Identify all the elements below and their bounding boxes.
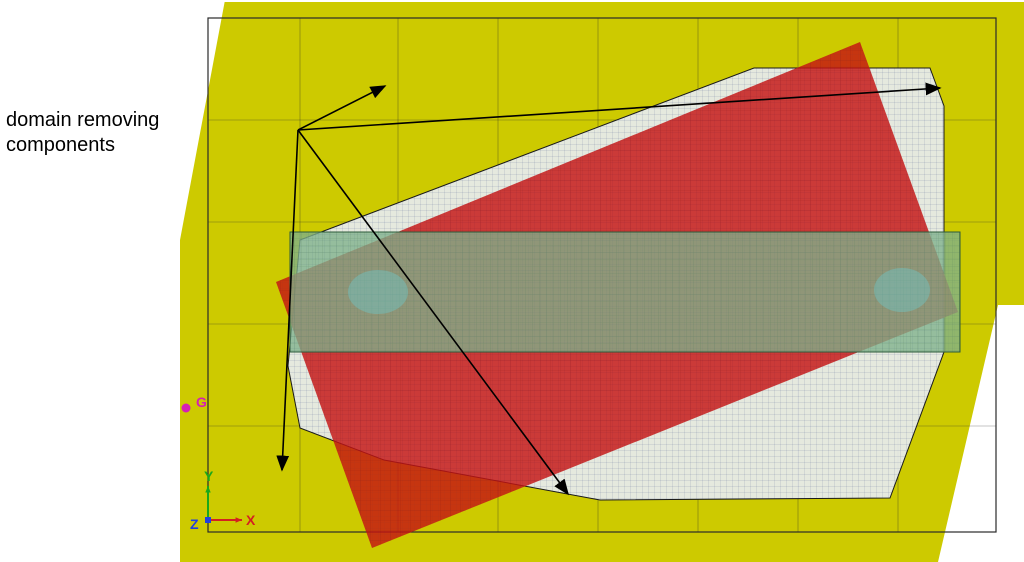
simulation-scene <box>0 0 1024 562</box>
annotation-label: domain removing components <box>6 108 159 158</box>
green-band <box>290 232 960 352</box>
axis-z-label: Z <box>190 516 199 532</box>
left-margin <box>0 0 180 562</box>
axis-x-label: X <box>246 512 255 528</box>
annotation-label-line2: components <box>6 133 159 158</box>
gravity-label: G <box>196 394 207 410</box>
gravity-marker <box>182 404 191 413</box>
annotation-label-line1: domain removing <box>6 108 159 133</box>
axis-y-label: Y <box>204 468 213 484</box>
